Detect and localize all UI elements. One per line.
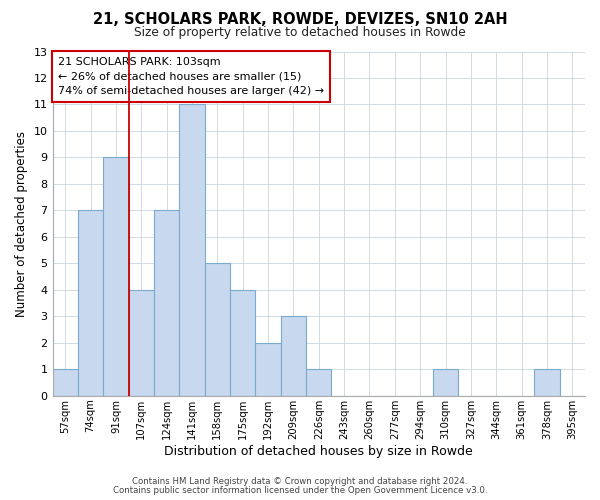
Bar — [256, 343, 281, 396]
Text: Contains HM Land Registry data © Crown copyright and database right 2024.: Contains HM Land Registry data © Crown c… — [132, 477, 468, 486]
Bar — [306, 370, 331, 396]
Bar — [205, 264, 230, 396]
Bar — [78, 210, 103, 396]
Text: Contains public sector information licensed under the Open Government Licence v3: Contains public sector information licen… — [113, 486, 487, 495]
Bar — [433, 370, 458, 396]
Bar — [534, 370, 560, 396]
Text: Size of property relative to detached houses in Rowde: Size of property relative to detached ho… — [134, 26, 466, 39]
Bar — [230, 290, 256, 396]
Y-axis label: Number of detached properties: Number of detached properties — [15, 130, 28, 316]
Text: 21, SCHOLARS PARK, ROWDE, DEVIZES, SN10 2AH: 21, SCHOLARS PARK, ROWDE, DEVIZES, SN10 … — [92, 12, 508, 28]
Text: 21 SCHOLARS PARK: 103sqm
← 26% of detached houses are smaller (15)
74% of semi-d: 21 SCHOLARS PARK: 103sqm ← 26% of detach… — [58, 56, 324, 96]
Bar — [281, 316, 306, 396]
Bar — [179, 104, 205, 396]
Bar — [53, 370, 78, 396]
X-axis label: Distribution of detached houses by size in Rowde: Distribution of detached houses by size … — [164, 444, 473, 458]
Bar — [103, 158, 128, 396]
Bar — [128, 290, 154, 396]
Bar — [154, 210, 179, 396]
